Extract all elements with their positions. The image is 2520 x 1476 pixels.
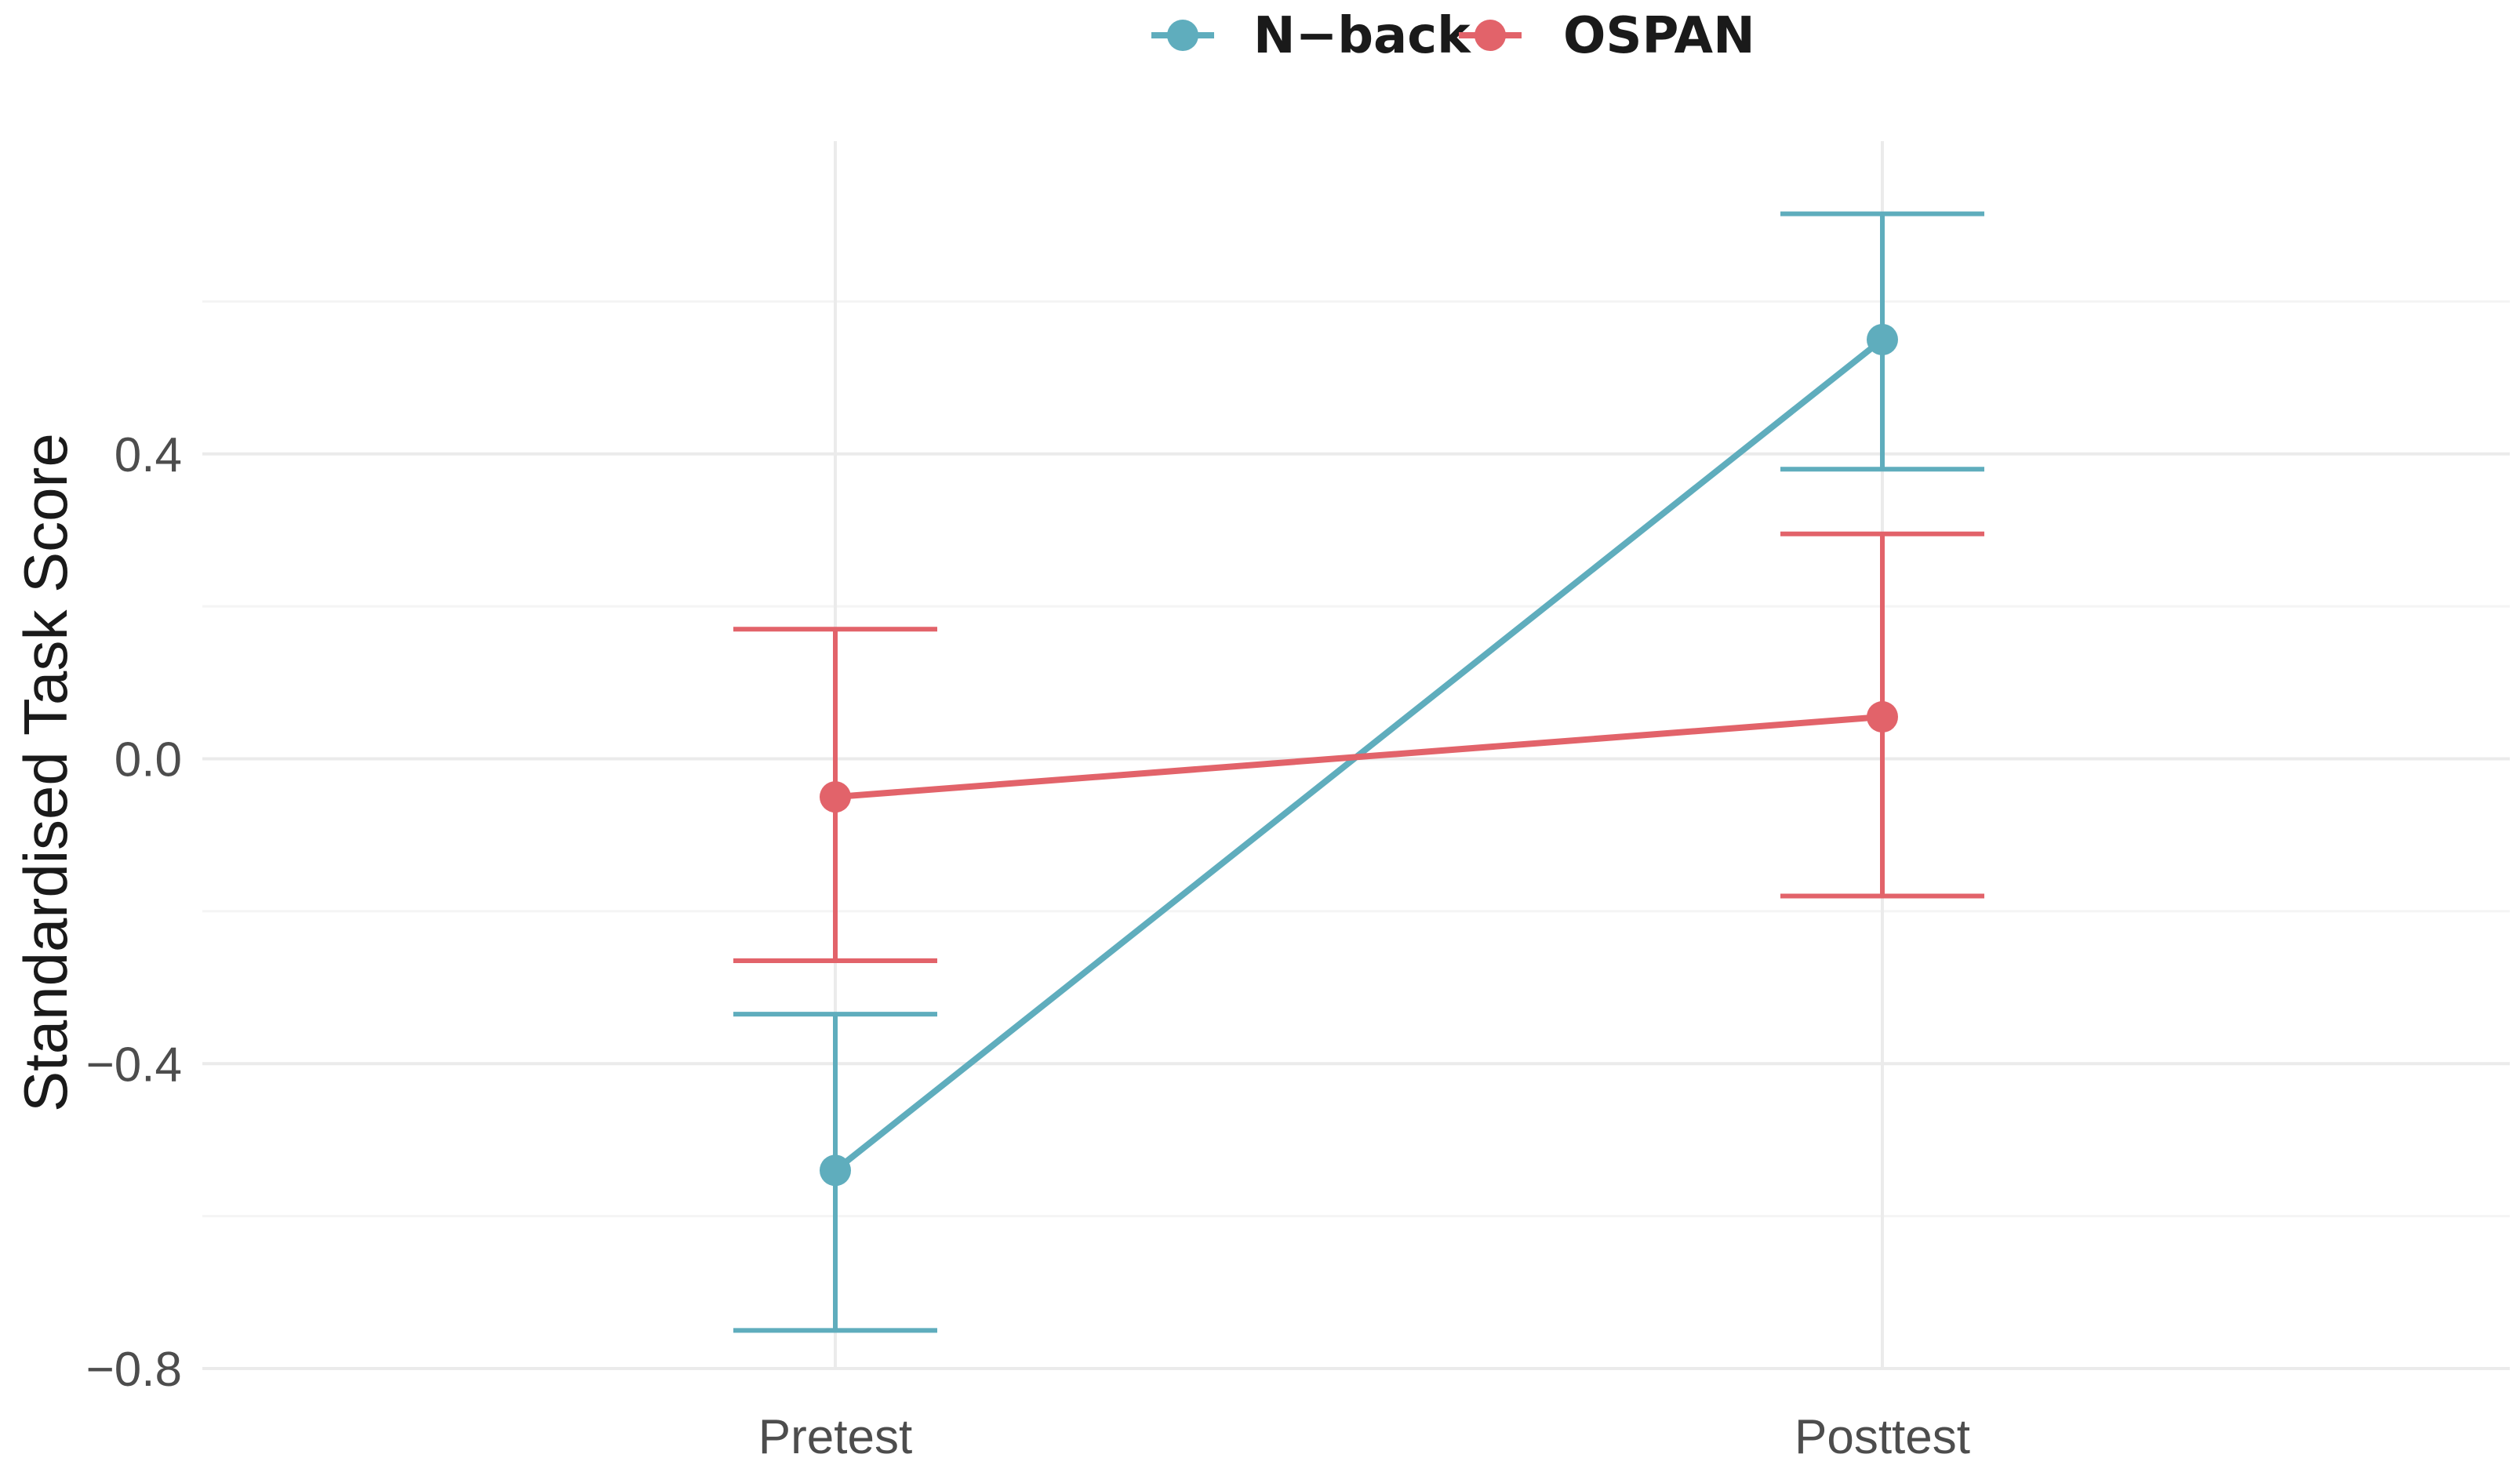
y-tick-label: 0.0 bbox=[115, 733, 182, 787]
data-point bbox=[1867, 323, 1898, 355]
y-tick-label: −0.4 bbox=[86, 1038, 182, 1092]
x-tick-label: Posttest bbox=[1795, 1410, 1970, 1464]
data-point bbox=[820, 1154, 851, 1187]
series-nback bbox=[733, 211, 1984, 1333]
axis-ticks: −0.8 −0.4 0.0 0.4 Pretest Posttest bbox=[86, 428, 1970, 1464]
series-layer bbox=[733, 211, 1984, 1333]
legend: N−back OSPAN bbox=[1151, 7, 1755, 65]
data-point bbox=[820, 781, 851, 813]
series-line bbox=[835, 714, 1883, 801]
y-tick-label: −0.8 bbox=[86, 1343, 182, 1397]
legend-label: OSPAN bbox=[1563, 7, 1755, 65]
legend-key-point bbox=[1475, 20, 1506, 51]
y-axis-title: Standardised Task Score bbox=[11, 433, 80, 1112]
legend-key-point bbox=[1167, 20, 1198, 51]
plot-grid bbox=[202, 141, 2510, 1370]
y-tick-label: 0.4 bbox=[115, 428, 182, 482]
legend-label: N−back bbox=[1253, 7, 1471, 65]
x-tick-label: Pretest bbox=[758, 1410, 912, 1464]
data-point bbox=[1867, 701, 1898, 733]
series-ospan bbox=[733, 531, 1984, 964]
